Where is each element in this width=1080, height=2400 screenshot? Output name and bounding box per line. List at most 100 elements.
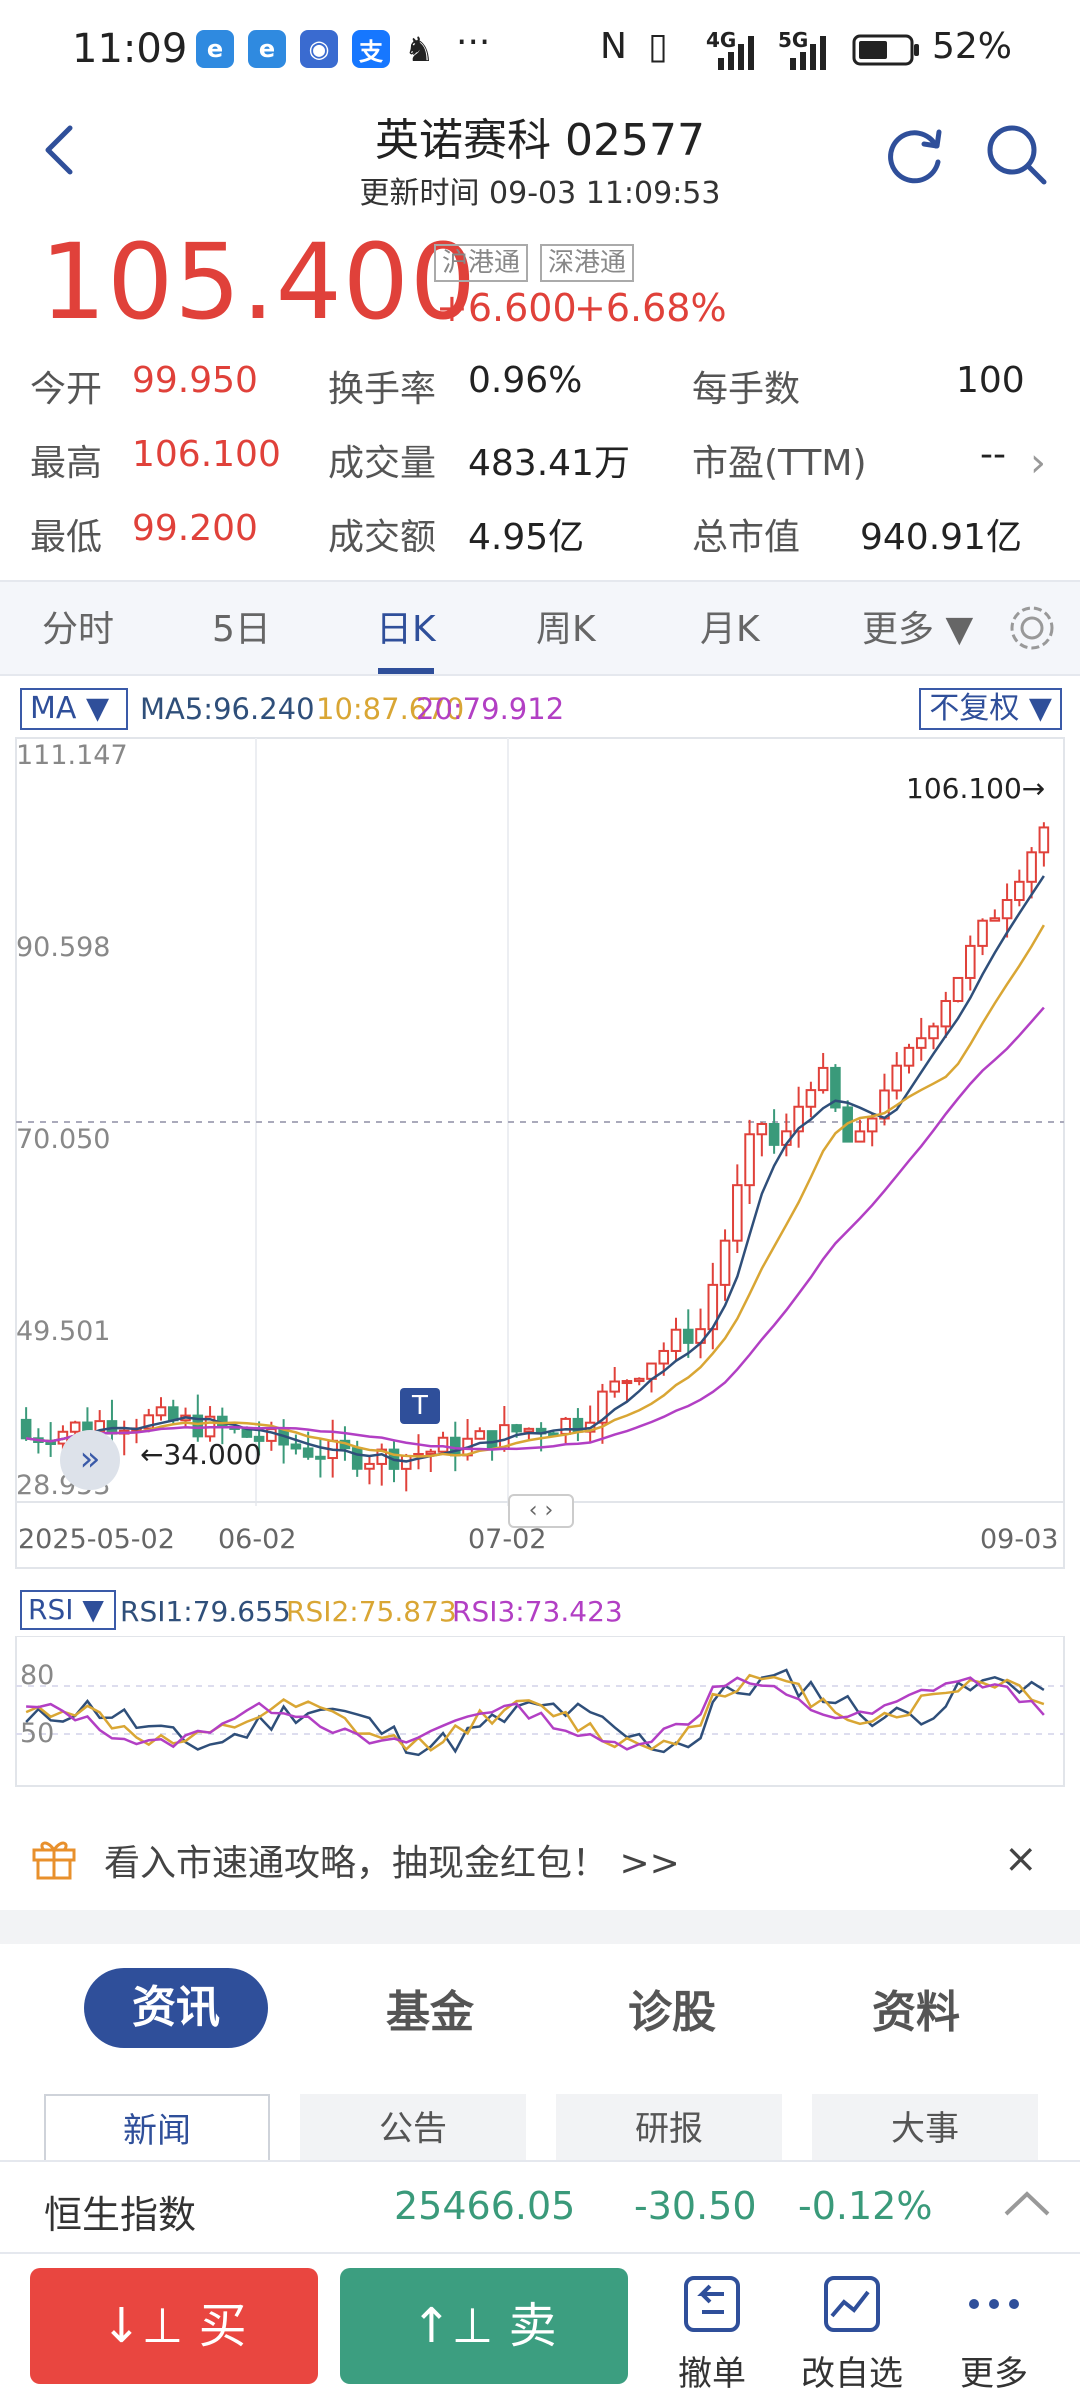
candle	[437, 1436, 449, 1453]
chart-pan-handle[interactable]: ‹ ›	[508, 1494, 574, 1528]
stat-label: 今开	[30, 369, 103, 410]
candle	[719, 1239, 731, 1286]
close-icon[interactable]: ×	[1004, 1836, 1038, 1882]
stat-label: 成交量	[328, 443, 437, 484]
app-notification-icon: ◉	[300, 30, 338, 68]
candle	[302, 1447, 314, 1458]
candle	[474, 1430, 486, 1440]
subtab-announcements[interactable]: 公告	[300, 2094, 526, 2164]
candle	[732, 1184, 743, 1242]
app-notification-icon: e	[248, 30, 286, 68]
network-4g-label: 4G	[706, 28, 737, 52]
candle	[633, 1377, 645, 1383]
candle	[364, 1462, 375, 1470]
candle	[1014, 880, 1025, 901]
chevron-up-icon	[1004, 2191, 1050, 2216]
tab-news-info[interactable]: 资讯	[84, 1968, 268, 2048]
index-change: -30.50	[634, 2184, 757, 2228]
battery-icon	[852, 34, 919, 66]
stat-label: 每手数	[692, 369, 801, 410]
candle	[523, 1427, 535, 1433]
candle	[1001, 898, 1013, 920]
tab-weekly-k[interactable]: 周K	[536, 609, 596, 650]
tab-more[interactable]: 更多 ▼	[862, 609, 974, 650]
candle	[290, 1443, 302, 1450]
candle	[830, 1066, 841, 1109]
stat-value: 0.96%	[468, 360, 583, 401]
alipay-notification-icon: 支	[352, 30, 390, 68]
chart-settings-button[interactable]	[1004, 600, 1060, 660]
tab-fund[interactable]: 基金	[386, 1987, 474, 2038]
rsi-chart[interactable]	[0, 1636, 1080, 1788]
candle	[940, 1000, 952, 1028]
subtab-news[interactable]: 新闻	[44, 2094, 270, 2164]
candle	[143, 1414, 155, 1430]
candle	[69, 1421, 81, 1433]
price-change: +6.600	[436, 286, 577, 330]
candle	[805, 1089, 817, 1108]
event-marker[interactable]: T	[400, 1388, 440, 1424]
vibrate-icon: ▯	[648, 26, 668, 67]
divider	[0, 1910, 1080, 1944]
index-name: 恒生指数	[44, 2193, 197, 2237]
update-time: 更新时间 09-03 11:09:53	[359, 176, 721, 211]
y-axis-label: 111.147	[16, 740, 128, 771]
candle	[1038, 826, 1050, 854]
candle	[560, 1417, 571, 1435]
candle	[682, 1328, 694, 1344]
stat-label: 换手率	[328, 369, 437, 410]
ma5-value: MA5:96.240	[140, 692, 315, 726]
y-axis-label: 49.501	[16, 1316, 111, 1347]
refresh-button[interactable]	[880, 120, 950, 190]
subtab-events[interactable]: 大事	[812, 2094, 1038, 2164]
tab-monthly-k[interactable]: 月K	[700, 609, 760, 650]
battery-percent: 52%	[932, 26, 1013, 67]
search-button[interactable]	[982, 120, 1052, 190]
tab-intraday[interactable]: 分时	[42, 609, 115, 650]
candle	[891, 1064, 903, 1092]
back-button[interactable]	[40, 120, 90, 190]
signal-icon	[790, 36, 826, 70]
rsi-selector[interactable]: RSI ▼	[20, 1590, 116, 1630]
chevron-left-icon	[45, 125, 73, 175]
ma10-value: 10:87.670	[316, 692, 465, 726]
candle	[511, 1424, 522, 1433]
signal-icon	[718, 36, 754, 70]
index-ticker[interactable]	[0, 2160, 1080, 2252]
low-price-marker: ←34.000	[140, 1438, 262, 1471]
ma20-line	[25, 1006, 1045, 1451]
app-notification-icon: e	[196, 30, 234, 68]
search-icon	[987, 125, 1047, 185]
rsi2-line	[25, 1673, 1045, 1752]
ma-selector[interactable]: MA ▼	[20, 688, 128, 730]
expand-left-button[interactable]: »	[60, 1430, 120, 1490]
sell-button[interactable]: ↑⊥ 卖	[340, 2268, 628, 2384]
index-expand-button[interactable]	[1002, 2186, 1052, 2224]
candle	[670, 1328, 682, 1352]
cancel-order-button[interactable]: 撤单	[652, 2272, 772, 2395]
x-axis-label: 07-02	[468, 1524, 547, 1555]
kline-chart[interactable]	[0, 736, 1080, 1576]
chevron-right-icon[interactable]: ›	[1030, 440, 1046, 486]
promo-text[interactable]: 看入市速通攻略，抽现金红包！ >>	[104, 1843, 680, 1884]
network-5g-label: 5G	[778, 28, 809, 52]
more-button[interactable]: 更多	[934, 2272, 1054, 2395]
tab-daily-k[interactable]: 日K	[376, 609, 436, 650]
subtab-research[interactable]: 研报	[556, 2094, 782, 2164]
index-value: 25466.05	[394, 2184, 576, 2228]
rsi2-value: RSI2:75.873	[286, 1595, 457, 1628]
candle	[192, 1414, 204, 1438]
candle	[744, 1133, 755, 1187]
tab-diagnosis[interactable]: 诊股	[628, 1987, 716, 2038]
buy-button[interactable]: ↓⊥ 买	[30, 2268, 318, 2384]
tab-5day[interactable]: 5日	[212, 609, 271, 650]
rsi-axis-label: 80	[20, 1660, 55, 1691]
candle	[903, 1046, 915, 1067]
edit-watchlist-button[interactable]: 改自选	[792, 2272, 912, 2395]
watchlist-edit-icon	[824, 2276, 880, 2332]
chart-tab-bar	[0, 580, 1080, 676]
ma20-value: 20:79.912	[416, 692, 565, 726]
adjust-selector[interactable]: 不复权 ▼	[919, 688, 1062, 730]
tab-profile[interactable]: 资料	[872, 1987, 960, 2038]
rsi3-value: RSI3:73.423	[452, 1595, 623, 1628]
